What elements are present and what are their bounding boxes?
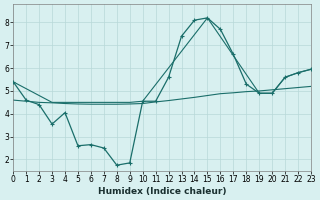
X-axis label: Humidex (Indice chaleur): Humidex (Indice chaleur) — [98, 187, 226, 196]
